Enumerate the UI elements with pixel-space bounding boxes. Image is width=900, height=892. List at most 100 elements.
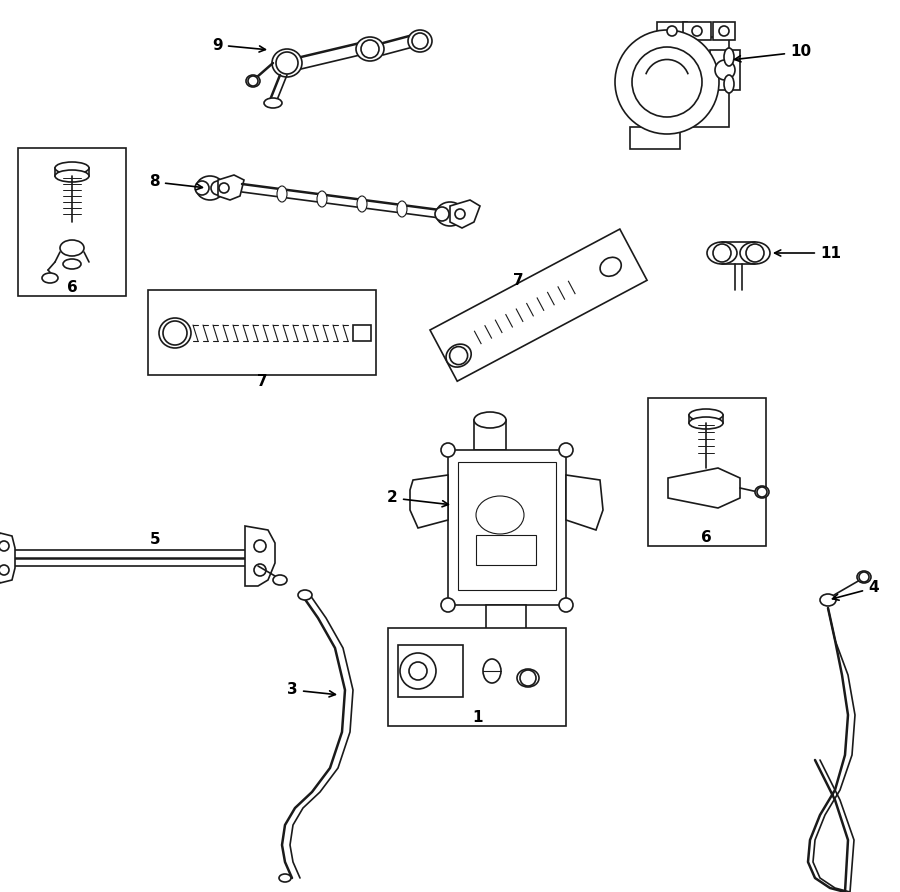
Bar (474, 420, 506, 450)
Bar (710, 50, 740, 90)
Circle shape (746, 244, 764, 262)
Circle shape (632, 47, 702, 117)
Bar (440, 206, 460, 222)
Bar (657, 22, 687, 40)
Ellipse shape (517, 669, 539, 687)
Ellipse shape (476, 496, 524, 534)
Circle shape (859, 572, 869, 582)
Text: 2: 2 (387, 491, 448, 507)
Circle shape (615, 30, 719, 134)
Text: 4: 4 (832, 581, 878, 600)
Polygon shape (450, 200, 480, 228)
Circle shape (692, 26, 702, 36)
Circle shape (719, 26, 729, 36)
Ellipse shape (298, 590, 312, 600)
Ellipse shape (277, 186, 287, 202)
Text: 7: 7 (513, 273, 524, 287)
Ellipse shape (272, 49, 302, 77)
Bar (448, 450, 566, 605)
Ellipse shape (357, 196, 367, 212)
Ellipse shape (724, 75, 734, 93)
Bar (458, 462, 556, 590)
Bar (200, 180, 220, 196)
Circle shape (455, 209, 465, 219)
Circle shape (211, 181, 225, 195)
Ellipse shape (820, 594, 836, 606)
Circle shape (520, 670, 536, 686)
Circle shape (254, 564, 266, 576)
Circle shape (163, 321, 187, 345)
Ellipse shape (317, 191, 327, 207)
Circle shape (667, 26, 677, 36)
Ellipse shape (689, 409, 723, 421)
Ellipse shape (196, 176, 224, 200)
Bar (713, 22, 735, 40)
Polygon shape (218, 175, 244, 200)
Ellipse shape (436, 202, 464, 226)
Bar (55, 168, 89, 176)
Ellipse shape (273, 575, 287, 585)
Ellipse shape (446, 344, 472, 368)
Bar (388, 628, 566, 726)
Text: 9: 9 (212, 37, 266, 53)
Ellipse shape (600, 257, 621, 277)
Ellipse shape (689, 417, 723, 429)
Polygon shape (0, 533, 15, 583)
Bar (18, 148, 126, 296)
Ellipse shape (63, 259, 81, 269)
Ellipse shape (60, 240, 84, 256)
Circle shape (559, 598, 573, 612)
Text: 11: 11 (775, 245, 841, 260)
Circle shape (400, 653, 436, 689)
Bar (476, 535, 536, 565)
Polygon shape (430, 229, 647, 381)
Text: 6: 6 (67, 280, 77, 295)
Text: 7: 7 (256, 375, 267, 390)
Circle shape (451, 207, 465, 221)
Ellipse shape (857, 571, 871, 583)
Ellipse shape (356, 37, 384, 61)
Circle shape (0, 541, 9, 551)
Circle shape (713, 244, 731, 262)
Circle shape (409, 662, 427, 680)
Ellipse shape (755, 486, 769, 498)
Text: 1: 1 (472, 711, 483, 725)
Bar (683, 22, 711, 40)
Circle shape (757, 487, 767, 497)
Circle shape (450, 347, 468, 365)
Circle shape (361, 40, 379, 58)
Bar (398, 645, 463, 697)
Ellipse shape (55, 170, 89, 182)
Ellipse shape (246, 75, 260, 87)
Polygon shape (410, 475, 448, 528)
Text: 5: 5 (149, 533, 160, 548)
Ellipse shape (483, 659, 501, 683)
Ellipse shape (740, 242, 770, 264)
Bar (667, 37, 729, 127)
Polygon shape (668, 468, 740, 508)
Circle shape (195, 181, 209, 195)
Text: 8: 8 (149, 175, 202, 190)
Ellipse shape (279, 874, 291, 882)
Circle shape (254, 540, 266, 552)
Text: 10: 10 (734, 45, 811, 62)
Text: 6: 6 (700, 531, 711, 546)
Bar (648, 398, 766, 546)
Circle shape (441, 598, 455, 612)
Ellipse shape (707, 242, 737, 264)
Circle shape (412, 33, 428, 49)
Polygon shape (566, 475, 603, 530)
Ellipse shape (474, 412, 506, 428)
Circle shape (248, 76, 258, 86)
Text: 3: 3 (287, 682, 336, 698)
Ellipse shape (408, 30, 432, 52)
Ellipse shape (724, 48, 734, 66)
Polygon shape (245, 526, 275, 586)
Ellipse shape (264, 98, 282, 108)
Ellipse shape (42, 273, 58, 283)
Circle shape (219, 183, 229, 193)
Bar (630, 127, 680, 149)
Circle shape (0, 565, 9, 575)
Circle shape (559, 443, 573, 457)
Bar (689, 415, 723, 423)
